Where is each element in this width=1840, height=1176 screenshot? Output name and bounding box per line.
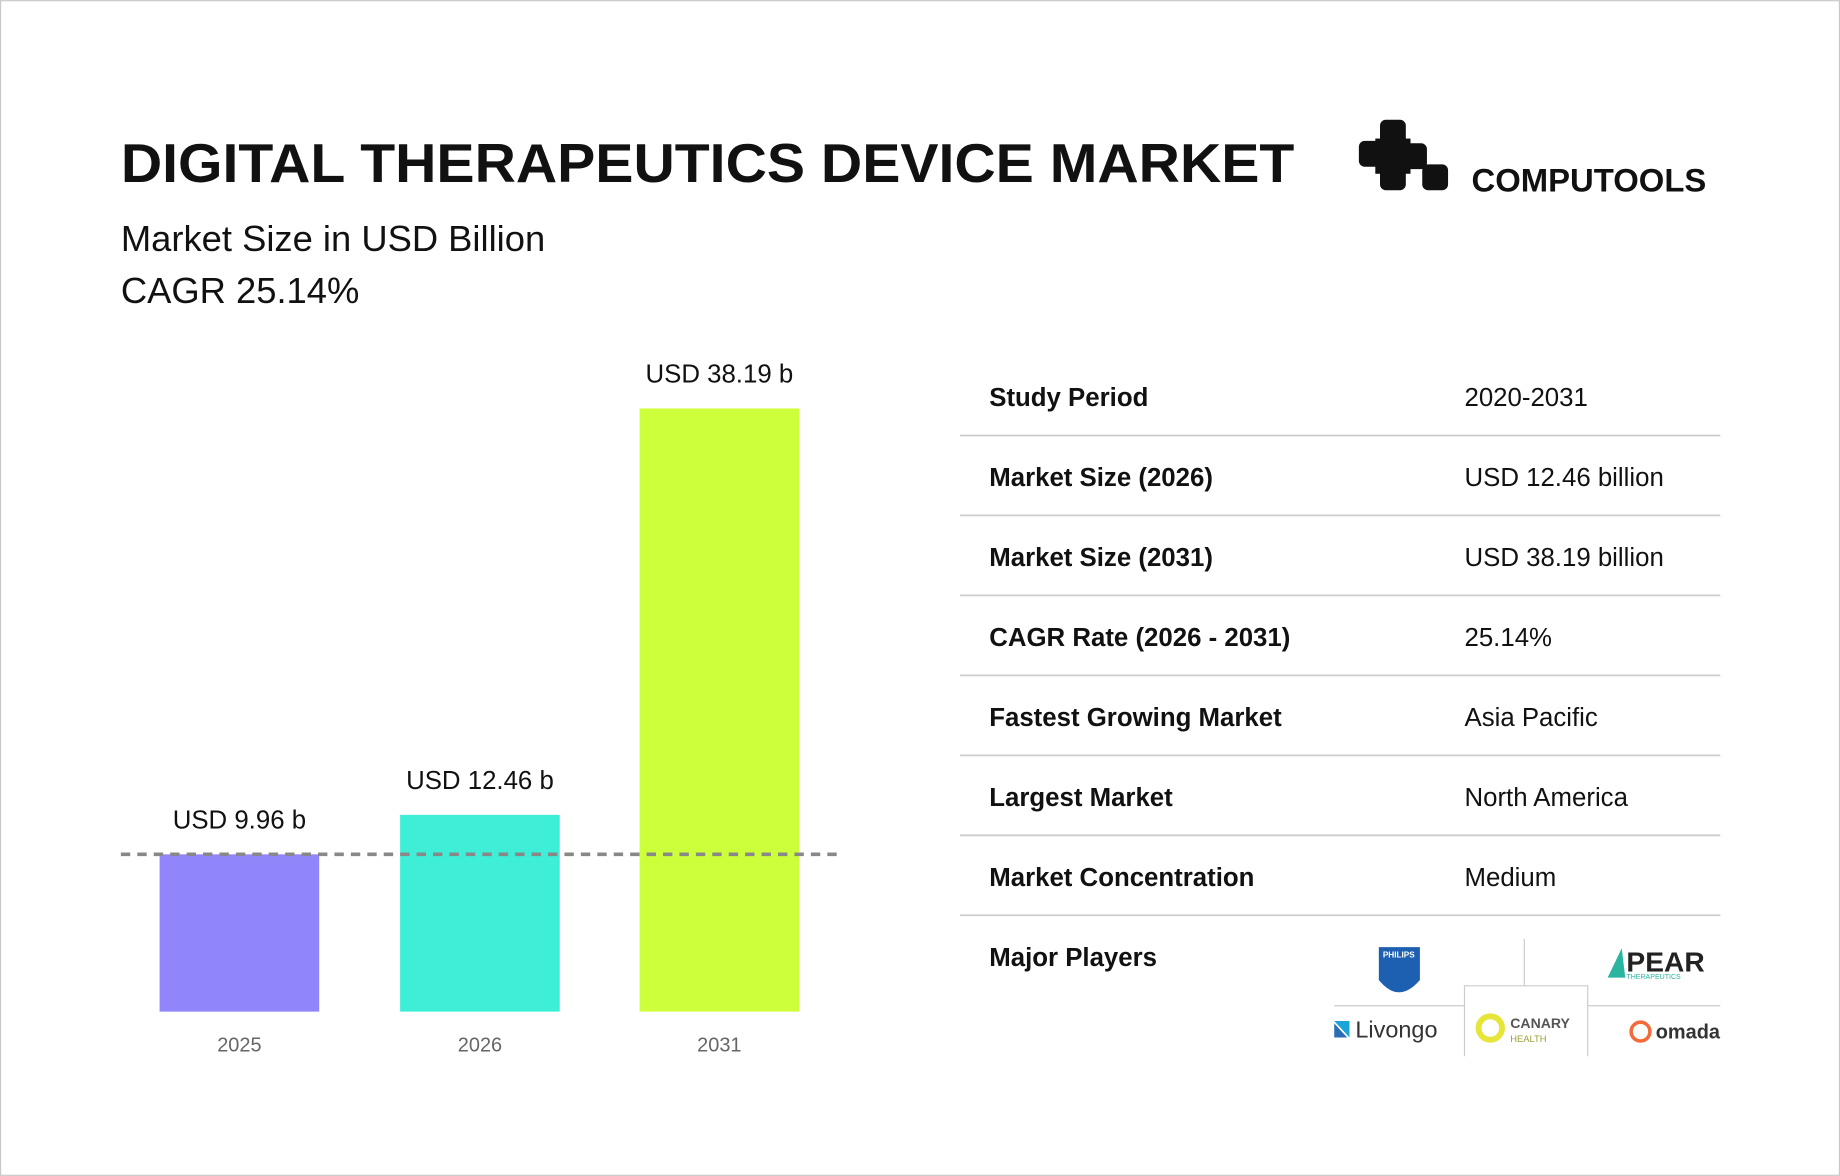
brand-logo-icon	[1358, 119, 1449, 191]
row-label: Market Concentration	[989, 864, 1254, 892]
x-tick-label: 2025	[217, 1035, 261, 1057]
row-label: Study Period	[989, 384, 1148, 412]
chart-title: DIGITAL THERAPEUTICS DEVICE MARKET	[121, 132, 1295, 194]
player-logo: PHILIPS	[1383, 951, 1415, 960]
bar-chart: USD 9.96 b 2025 USD 12.46 b 2026 USD 38.19 b…	[120, 361, 841, 1057]
row-label: Market Size (2031)	[989, 544, 1213, 572]
player-logo: CANARY	[1510, 1015, 1570, 1031]
subtitle: Market Size in USD Billion	[121, 218, 545, 259]
row-value: 2020-2031	[1464, 384, 1587, 412]
row-value: Asia Pacific	[1464, 704, 1597, 732]
summary-table: Study Period 2020-2031 Market Size (2026) U…	[959, 384, 1721, 917]
bar	[639, 408, 800, 1012]
player-logo: HEALTH	[1510, 1034, 1546, 1044]
row-value: USD 12.46 billion	[1464, 464, 1663, 492]
x-tick-label: 2026	[458, 1035, 502, 1057]
row-label: CAGR Rate (2026 - 2031)	[989, 624, 1290, 652]
player-logo: PEAR	[1626, 947, 1704, 978]
row-value: North America	[1464, 784, 1628, 812]
row-label: Largest Market	[989, 784, 1173, 812]
player-logo: Livongo	[1355, 1016, 1437, 1042]
value-label: USD 12.46 b	[406, 767, 554, 795]
row-value: Medium	[1464, 864, 1556, 892]
value-label: USD 38.19 b	[645, 361, 793, 389]
player-logo: omada	[1656, 1022, 1721, 1044]
row-label: Market Size (2026)	[989, 464, 1213, 492]
annotation: CAGR 25.14%	[121, 270, 359, 311]
brand-name: COMPUTOOLS	[1472, 161, 1707, 198]
row-value: 25.14%	[1464, 624, 1552, 652]
bar	[400, 814, 560, 1012]
value-label: USD 9.96 b	[173, 807, 306, 835]
player-logo: THERAPEUTICS	[1626, 974, 1681, 981]
x-tick-label: 2031	[697, 1035, 741, 1057]
row-label: Fastest Growing Market	[989, 704, 1282, 732]
row-value: USD 38.19 billion	[1464, 544, 1663, 572]
bar	[159, 854, 320, 1012]
row-label: Major Players	[989, 944, 1157, 972]
